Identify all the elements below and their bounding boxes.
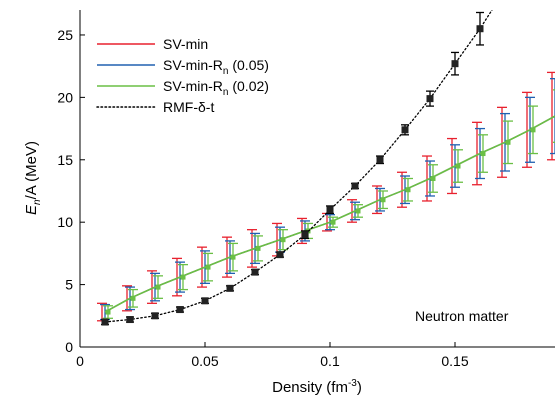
data-point: [205, 264, 211, 270]
legend-item: SV-min-Rn (0.05): [97, 57, 269, 77]
y-tick-label: 5: [65, 277, 73, 293]
data-point: [230, 254, 236, 260]
y-axis-title: En/A (MeV): [23, 141, 43, 215]
y-tick-label: 0: [65, 339, 73, 355]
series-line: [104, 115, 555, 313]
data-point: [201, 297, 209, 305]
y-tick-label: 15: [57, 152, 73, 168]
x-tick-label: 0: [76, 353, 84, 369]
data-point: [530, 127, 536, 133]
series-rmf-t: [101, 10, 493, 326]
x-axis-title: Density (fm-3): [272, 378, 362, 396]
x-axis-title-close: ): [357, 379, 362, 396]
data-point: [276, 251, 284, 259]
legend-item: SV-min-Rn (0.02): [97, 78, 269, 98]
data-point: [376, 156, 384, 164]
data-point: [380, 197, 386, 203]
legend-label: SV-min-Rn (0.02): [163, 78, 269, 98]
y-axis-title-rest: /A (MeV): [23, 141, 40, 199]
x-tick-label: 0.05: [191, 353, 218, 369]
x-tick-label: 0.15: [441, 353, 468, 369]
data-point: [355, 208, 361, 214]
legend-label: SV-min: [163, 36, 208, 52]
data-point: [401, 126, 409, 134]
data-point: [180, 274, 186, 280]
legend-label: RMF-δ-t: [163, 99, 214, 115]
data-point: [405, 187, 411, 193]
legend-label: SV-min-Rn (0.05): [163, 57, 269, 77]
data-point: [505, 139, 511, 145]
data-point: [255, 245, 261, 251]
legend-item: SV-min: [97, 36, 208, 52]
y-tick-label: 25: [57, 27, 73, 43]
data-point: [326, 206, 334, 214]
data-point: [151, 312, 159, 320]
data-point: [476, 25, 484, 33]
data-point: [105, 309, 111, 315]
data-point: [480, 151, 486, 157]
series-line: [104, 10, 493, 323]
data-point: [130, 295, 136, 301]
legend: SV-min SV-min-Rn (0.05)SV-min-Rn (0.02)RM…: [96, 36, 269, 115]
x-axis-title-sup: -3: [348, 378, 357, 389]
data-point: [126, 316, 134, 324]
data-point: [176, 306, 184, 314]
data-point: [451, 60, 459, 68]
data-point: [226, 284, 234, 292]
data-point: [280, 237, 286, 243]
series-sv-min-rn-0-02: [103, 89, 555, 319]
data-point: [430, 176, 436, 181]
data-point: [101, 318, 109, 326]
y-tick-label: 20: [57, 89, 73, 105]
data-point: [301, 231, 309, 239]
data-point: [351, 182, 359, 190]
data-point: [330, 219, 336, 225]
y-tick-label: 10: [57, 214, 73, 230]
annotation-neutron-matter: Neutron matter: [415, 308, 509, 324]
data-point: [426, 95, 434, 103]
y-axis-title-sub: n: [32, 199, 43, 205]
data-point: [455, 163, 461, 169]
x-tick-label: 0.1: [320, 353, 340, 369]
legend-item: RMF-δ-t: [96, 99, 214, 115]
data-point: [155, 284, 161, 290]
data-point: [251, 268, 259, 276]
